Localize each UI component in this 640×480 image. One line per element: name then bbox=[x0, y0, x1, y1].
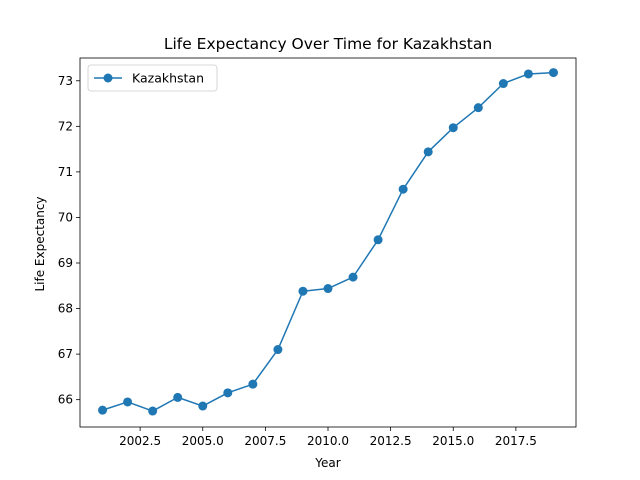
data-point bbox=[323, 284, 333, 294]
data-point bbox=[223, 388, 233, 398]
data-point bbox=[548, 68, 558, 78]
data-point bbox=[123, 397, 133, 407]
data-point bbox=[473, 103, 483, 113]
x-axis-label: Year bbox=[314, 456, 340, 470]
data-point bbox=[448, 123, 458, 133]
x-tick-label: 2007.5 bbox=[244, 434, 286, 448]
x-tick-label: 2005.0 bbox=[182, 434, 224, 448]
y-tick-label: 73 bbox=[58, 74, 73, 88]
x-tick-label: 2015.0 bbox=[432, 434, 474, 448]
legend-label: Kazakhstan bbox=[132, 71, 204, 86]
data-point bbox=[348, 272, 358, 282]
y-tick-label: 67 bbox=[58, 347, 73, 361]
data-point bbox=[373, 235, 383, 245]
y-tick-label: 72 bbox=[58, 119, 73, 133]
y-tick-label: 71 bbox=[58, 165, 73, 179]
data-point bbox=[248, 379, 258, 389]
plot-area: 2002.5 2005.0 2007.5 2010.0 2012.5 2015.0 2017… bbox=[58, 57, 577, 448]
data-point bbox=[98, 405, 108, 415]
x-tick-label: 2017.5 bbox=[495, 434, 537, 448]
data-point bbox=[498, 79, 508, 89]
chart-title: Life Expectancy Over Time for Kazakhstan bbox=[164, 35, 492, 53]
data-point bbox=[198, 401, 208, 411]
data-point bbox=[298, 286, 308, 296]
data-point bbox=[173, 392, 183, 402]
y-tick-label: 68 bbox=[58, 302, 73, 316]
y-axis-label: Life Expectancy bbox=[33, 196, 47, 291]
data-point bbox=[423, 147, 433, 157]
data-point bbox=[523, 69, 533, 79]
x-tick-label: 2012.5 bbox=[370, 434, 412, 448]
legend-box bbox=[87, 64, 218, 92]
data-point bbox=[148, 406, 158, 416]
legend-marker bbox=[103, 73, 113, 83]
data-point bbox=[398, 184, 408, 194]
x-tick-label: 2002.5 bbox=[119, 434, 161, 448]
y-tick-label: 66 bbox=[58, 393, 73, 407]
y-tick-label: 69 bbox=[58, 256, 73, 270]
y-tick-label: 70 bbox=[58, 210, 73, 224]
data-point bbox=[273, 345, 283, 355]
x-tick-label: 2010.0 bbox=[307, 434, 349, 448]
